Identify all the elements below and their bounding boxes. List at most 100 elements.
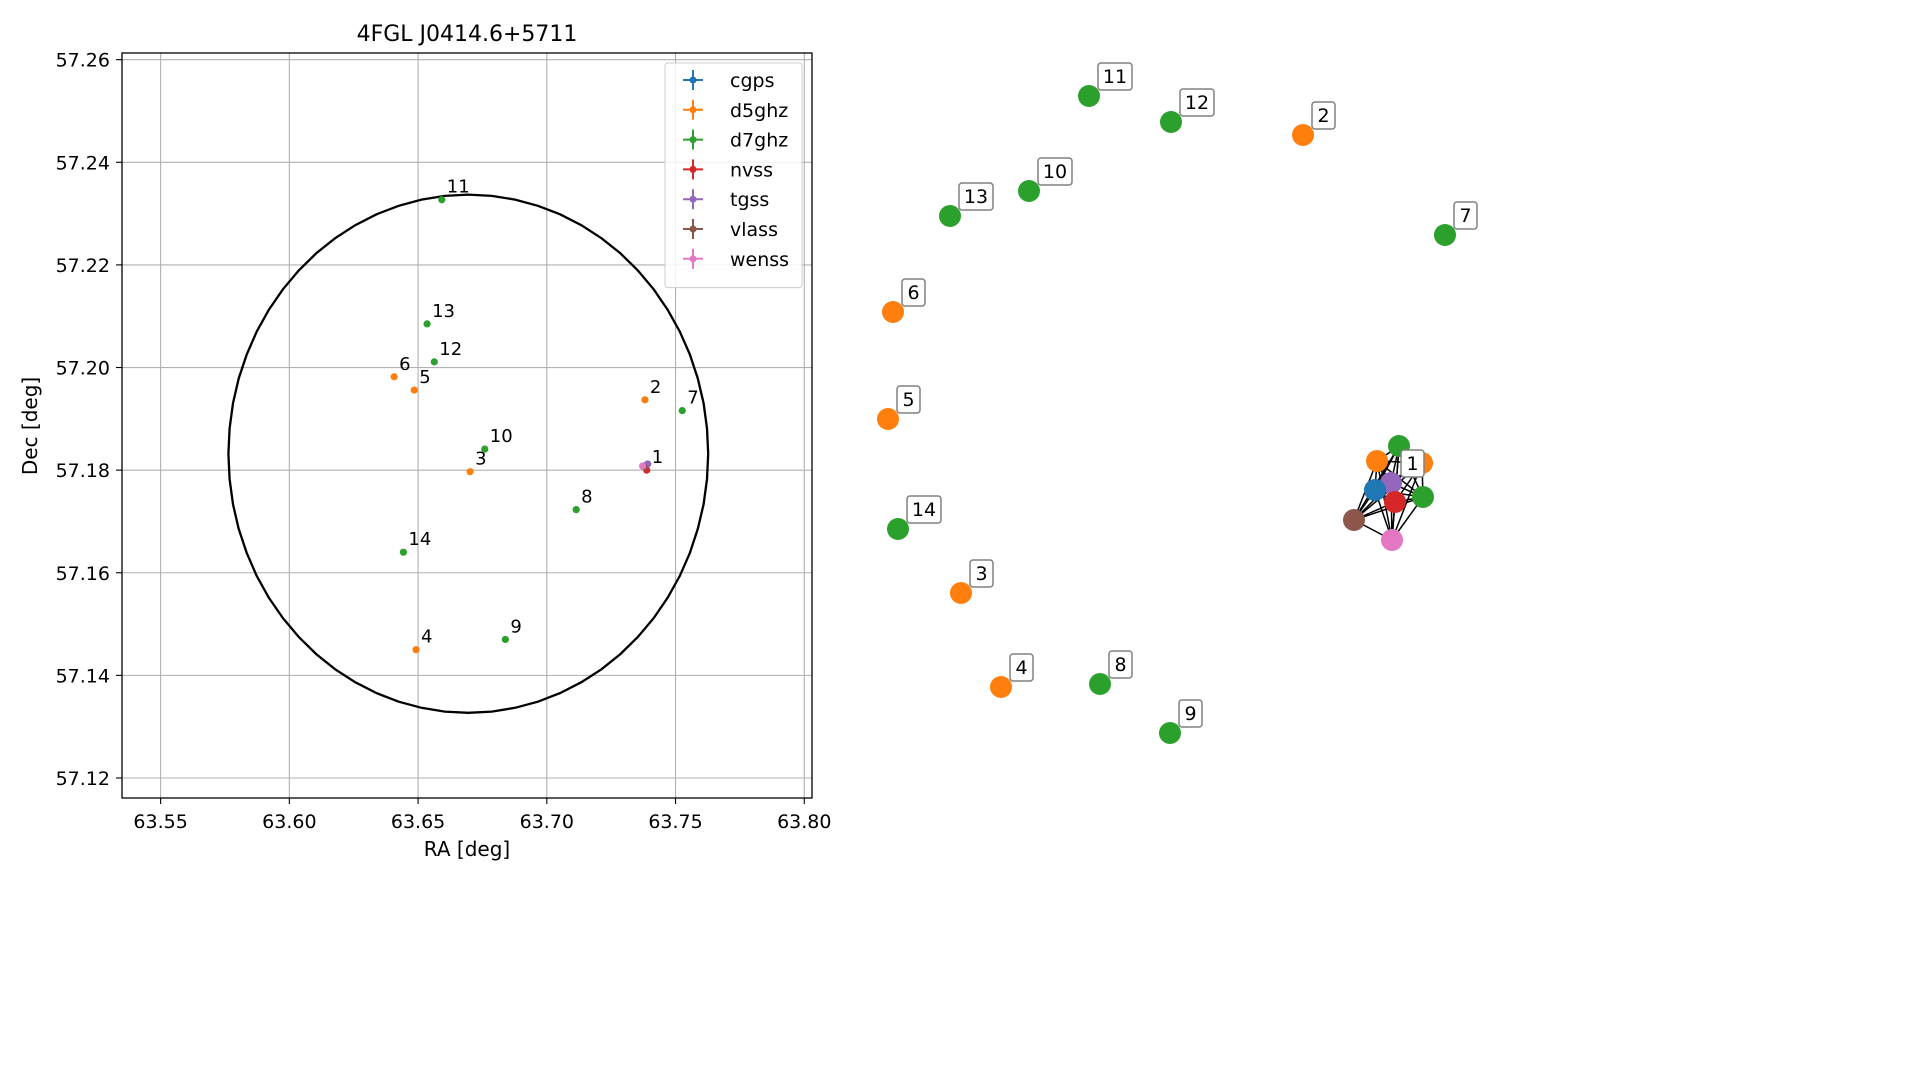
graph-node [1078,85,1100,107]
chart-title: 4FGL J0414.6+5711 [357,22,578,47]
node-label-box [969,559,994,588]
graph-node [1384,491,1406,513]
x-tick-label: 63.65 [391,811,445,833]
y-tick-label: 57.22 [56,255,110,277]
node-label-box [1009,653,1034,682]
data-points [390,196,686,654]
legend-label: d7ghz [730,130,788,152]
point-d5ghz [466,468,474,476]
legend-swatch-dot [689,195,697,203]
point-d7ghz [678,407,686,415]
graph-node [882,301,904,323]
point-label: 6 [399,354,410,375]
graph-node [877,408,899,430]
node-label-box [901,278,926,307]
node-label-box [906,495,942,524]
graph-node [1018,180,1040,202]
point-d7ghz [438,196,446,204]
point-label: 9 [510,616,521,637]
point-d5ghz [410,386,418,394]
graph-node [1089,673,1111,695]
legend-label: wenss [730,249,789,271]
node-label: 5 [902,389,914,411]
error-ellipse [227,193,710,714]
point-label: 4 [421,627,432,648]
point-label: 12 [439,339,462,360]
graph-node [1434,224,1456,246]
legend: cgps d5ghz d7ghz nvss tgss vlass wenss [664,62,803,289]
sky-plot: 2 3 4 56 7 8 9 10 11 12 13 14 1 63.55 63.60 63.65 63.70… [18,22,831,861]
point-label: 3 [475,449,486,470]
node-label-box [1179,88,1215,117]
point-d7ghz [481,445,489,453]
x-tick-label: 63.60 [262,811,316,833]
x-tick-label: 63.70 [520,811,574,833]
node-label-box [1097,62,1133,91]
point-wenss [638,462,647,470]
legend-swatch-dot [689,165,697,173]
node-label: 7 [1459,205,1471,227]
point-d5ghz [390,373,398,381]
legend-swatch-dot [689,255,697,263]
node-label: 6 [907,282,919,304]
y-tick-label: 57.20 [56,358,110,380]
x-axis-ticks: 63.55 63.60 63.65 63.70 63.75 63.80 [133,798,831,833]
node-label: 2 [1317,105,1329,127]
y-axis-label: Dec [deg] [18,377,42,475]
y-tick-label: 57.14 [56,665,110,687]
point-label: 8 [581,487,592,508]
point-d7ghz [572,506,580,514]
y-tick-label: 57.26 [56,50,110,72]
axes-frame [121,52,813,799]
y-tick-label: 57.12 [56,768,110,790]
node-label: 12 [1185,92,1209,114]
legend-label: nvss [730,159,773,181]
point-label: 11 [447,177,470,198]
point-label: 2 [650,377,661,398]
node-label: 4 [1015,657,1027,679]
legend-swatch-dot [689,106,697,114]
graph-node [1364,479,1386,501]
x-tick-label: 63.55 [133,811,187,833]
node-label-box [1311,101,1336,130]
point-label: 1 [652,447,663,468]
graph-node [1381,529,1403,551]
graph-node [1343,509,1365,531]
node-label: 10 [1043,161,1067,183]
node-label-box [958,182,994,211]
y-axis-ticks: 57.12 57.14 57.16 57.18 57.20 57.22 57.24 57.26 [56,50,122,790]
graph-node [1412,486,1434,508]
point-d7ghz [423,320,431,328]
point-d7ghz [399,548,408,556]
graph-node [1366,450,1388,472]
point-label: 5 [419,367,430,388]
node-label: 9 [1184,703,1196,725]
node-label: 11 [1103,66,1127,88]
graph-node [1159,722,1181,744]
point-d5ghz [641,396,649,404]
x-tick-label: 63.75 [648,811,702,833]
legend-label: cgps [730,70,774,92]
graph-node-labels: 11 12 2 13 10 7 6 5 14 3 4 8 9 1 [896,62,1478,728]
node-label-box [1037,157,1073,186]
graph-node [1160,111,1182,133]
legend-swatch-dot [689,225,697,233]
association-graph: 11 12 2 13 10 7 6 5 14 3 4 8 9 1 [877,62,1478,744]
node-label: 13 [964,186,988,208]
legend-label: vlass [730,219,778,241]
node-label-box [896,385,921,414]
node-label: 3 [975,563,987,585]
node-label: 1 [1406,453,1418,475]
y-tick-label: 57.16 [56,563,110,585]
legend-swatch-dot [689,136,697,144]
legend-box [664,62,803,289]
graph-node [939,205,961,227]
point-label: 14 [408,529,431,550]
point-d7ghz [430,358,438,366]
x-axis-label: RA [deg] [424,837,510,861]
point-label: 13 [432,301,455,322]
graph-node [990,676,1012,698]
node-label: 8 [1114,654,1126,676]
error-circle [227,193,710,714]
